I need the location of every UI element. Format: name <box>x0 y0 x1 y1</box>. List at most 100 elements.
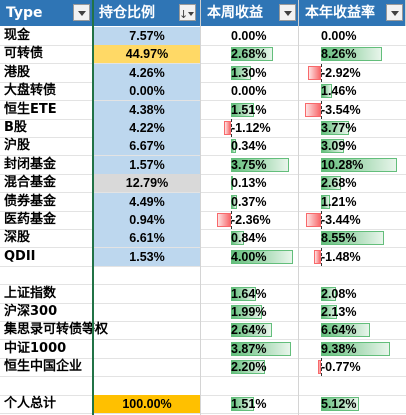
week-return-cell[interactable] <box>201 266 299 284</box>
type-cell[interactable]: 沪股 <box>4 138 31 154</box>
ratio-cell[interactable] <box>93 340 201 358</box>
type-cell[interactable]: 个人总计 <box>4 396 57 411</box>
year-return-cell[interactable]: 5.12% <box>299 395 406 413</box>
year-return-cell[interactable]: 8.55% <box>299 229 406 247</box>
year-value: 3.77% <box>321 121 357 135</box>
week-return-cell[interactable]: 1.30% <box>201 64 299 82</box>
year-return-cell[interactable]: 2.08% <box>299 285 406 303</box>
year-return-cell[interactable]: 9.38% <box>299 340 406 358</box>
week-return-cell[interactable]: 2.20% <box>201 358 299 376</box>
ratio-cell[interactable] <box>93 377 201 395</box>
week-value: -2.36% <box>231 213 271 227</box>
week-return-cell[interactable]: 2.68% <box>201 45 299 63</box>
type-cell[interactable]: 混合基金 <box>4 175 57 191</box>
type-cell[interactable]: 港股 <box>4 64 31 80</box>
type-cell[interactable]: 恒生中国企业 <box>4 359 83 375</box>
ratio-cell[interactable]: 6.67% <box>93 137 201 156</box>
year-return-cell[interactable]: 1.21% <box>299 193 406 211</box>
week-return-cell[interactable]: 0.00% <box>201 82 299 100</box>
week-return-cell[interactable]: 1.51% <box>201 395 299 413</box>
ratio-cell[interactable] <box>93 321 201 339</box>
week-return-cell[interactable]: 1.64% <box>201 285 299 303</box>
type-cell[interactable]: 集思录可转债等权 <box>4 322 109 338</box>
year-return-cell[interactable] <box>299 377 406 395</box>
year-return-cell[interactable]: 3.77% <box>299 119 406 137</box>
week-return-cell[interactable]: 0.13% <box>201 174 299 192</box>
week-return-cell[interactable]: 3.75% <box>201 156 299 174</box>
filter-dropdown-icon[interactable] <box>279 4 296 21</box>
type-cell[interactable]: 中证1000 <box>4 340 67 356</box>
ratio-cell[interactable]: 44.97% <box>93 45 201 64</box>
week-return-cell[interactable]: 3.87% <box>201 340 299 358</box>
type-cell[interactable]: 沪深300 <box>4 304 58 319</box>
row-gridline <box>0 339 406 341</box>
year-return-cell[interactable]: 1.46% <box>299 82 406 100</box>
year-value: 2.13% <box>321 305 357 319</box>
ratio-cell[interactable]: 1.57% <box>93 155 201 174</box>
sort-filter-dropdown-icon[interactable] <box>179 2 196 26</box>
year-return-cell[interactable]: 0.00% <box>299 27 406 45</box>
year-return-cell[interactable]: 2.13% <box>299 303 406 321</box>
ratio-cell[interactable]: 4.38% <box>93 100 201 119</box>
week-return-cell[interactable]: 4.00% <box>201 248 299 266</box>
ratio-cell[interactable] <box>93 303 201 321</box>
year-return-cell[interactable]: 10.28% <box>299 156 406 174</box>
week-return-cell[interactable]: 0.34% <box>201 137 299 155</box>
header-type[interactable]: Type <box>0 0 93 26</box>
week-value: 0.37% <box>231 194 267 209</box>
ratio-cell[interactable]: 7.57% <box>93 27 201 45</box>
year-return-cell[interactable]: 8.26% <box>299 45 406 63</box>
data-bar-positive <box>321 157 397 172</box>
ratio-cell[interactable]: 4.26% <box>93 63 201 82</box>
type-cell[interactable]: 医药基金 <box>4 212 57 227</box>
ratio-cell[interactable]: 12.79% <box>93 174 201 193</box>
header-week[interactable]: 本周收益 <box>201 0 299 26</box>
week-return-cell[interactable]: 0.37% <box>201 193 299 211</box>
week-return-cell[interactable] <box>201 377 299 395</box>
type-cell[interactable] <box>0 377 93 395</box>
ratio-cell[interactable] <box>93 358 201 376</box>
year-return-cell[interactable]: -1.48% <box>299 247 406 266</box>
type-cell[interactable]: 恒生ETE <box>4 101 57 117</box>
data-bar-positive <box>231 102 255 117</box>
type-cell[interactable]: 大盘转债 <box>4 83 57 99</box>
ratio-cell[interactable]: 100.00% <box>93 395 201 413</box>
year-return-cell[interactable]: -3.54% <box>299 100 406 119</box>
ratio-cell[interactable] <box>93 266 201 284</box>
type-cell[interactable]: 封闭基金 <box>4 156 57 172</box>
ratio-cell[interactable]: 1.53% <box>93 247 201 266</box>
header-ratio[interactable]: 持仓比例 <box>93 0 201 26</box>
ratio-cell[interactable]: 0.00% <box>93 82 201 101</box>
type-cell[interactable]: 可转债 <box>4 46 44 62</box>
type-cell[interactable]: 债券基金 <box>4 193 57 209</box>
type-cell[interactable]: QDII <box>4 248 36 264</box>
week-return-cell[interactable]: 1.51% <box>201 101 299 119</box>
week-return-cell[interactable]: 0.00% <box>201 27 299 45</box>
week-return-cell[interactable]: -2.36% <box>201 211 299 229</box>
year-return-cell[interactable]: 3.09% <box>299 137 406 155</box>
week-return-cell[interactable]: 0.84% <box>201 229 299 247</box>
year-return-cell[interactable]: 2.68% <box>299 174 406 192</box>
week-return-cell[interactable]: 2.64% <box>201 321 299 339</box>
type-cell[interactable]: B股 <box>4 120 27 135</box>
ratio-cell[interactable] <box>93 285 201 303</box>
header-year[interactable]: 本年收益率 <box>299 0 406 26</box>
type-cell[interactable] <box>0 266 93 284</box>
year-return-cell[interactable]: 6.64% <box>299 321 406 339</box>
type-cell[interactable]: 深股 <box>4 230 31 246</box>
ratio-cell[interactable]: 4.49% <box>93 192 201 211</box>
year-return-cell[interactable] <box>299 266 406 284</box>
year-return-cell[interactable]: -3.44% <box>299 211 406 229</box>
year-return-cell[interactable]: -0.77% <box>299 358 406 377</box>
ratio-cell[interactable]: 0.94% <box>93 211 201 229</box>
week-return-cell[interactable]: 1.99% <box>201 303 299 321</box>
ratio-cell[interactable]: 4.22% <box>93 119 201 137</box>
year-return-cell[interactable]: -2.92% <box>299 63 406 82</box>
type-cell[interactable]: 上证指数 <box>4 285 57 301</box>
week-value: 1.51% <box>231 102 267 117</box>
filter-dropdown-icon[interactable] <box>73 4 90 21</box>
ratio-cell[interactable]: 6.61% <box>93 229 201 248</box>
week-return-cell[interactable]: -1.12% <box>201 119 299 137</box>
type-cell[interactable]: 现金 <box>4 28 31 43</box>
filter-dropdown-icon[interactable] <box>386 4 403 21</box>
